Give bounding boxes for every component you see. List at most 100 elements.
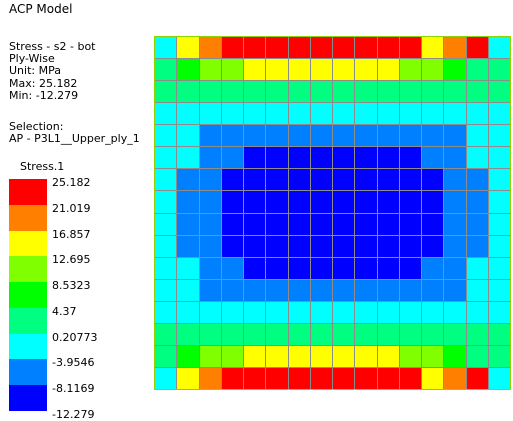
mesh-cell [466, 345, 488, 367]
mesh-cell [199, 191, 221, 213]
stress-contour-plot[interactable] [154, 36, 511, 390]
legend-band [9, 256, 47, 283]
mesh-cell [244, 367, 266, 389]
mesh-cell [377, 125, 399, 147]
mesh-cell [199, 323, 221, 345]
mesh-cell [244, 323, 266, 345]
mesh-cell [333, 147, 355, 169]
mesh-cell [444, 345, 466, 367]
mesh-cell [355, 213, 377, 235]
mesh-cell [221, 81, 243, 103]
result-info: Stress - s2 - bot Ply-Wise Unit: MPa Max… [9, 40, 96, 102]
mesh-cell [155, 257, 177, 279]
mesh-cell [399, 213, 421, 235]
mesh-cell [199, 279, 221, 301]
result-name: Stress - s2 - bot [9, 40, 96, 53]
legend-title: Stress.1 [20, 160, 65, 173]
mesh-cell [488, 103, 510, 125]
mesh-cell [244, 103, 266, 125]
mesh-cell [422, 301, 444, 323]
mesh-cell [466, 37, 488, 59]
legend-label: 4.37 [52, 304, 77, 318]
mesh-cell [488, 301, 510, 323]
mesh-cell [199, 81, 221, 103]
mesh-cell [155, 213, 177, 235]
mesh-cell [288, 81, 310, 103]
mesh-cell [177, 235, 199, 257]
mesh-cell [444, 257, 466, 279]
mesh-cell [377, 323, 399, 345]
mesh-cell [199, 37, 221, 59]
mesh-cell [333, 301, 355, 323]
mesh-cell [199, 169, 221, 191]
mesh-cell [399, 257, 421, 279]
mesh-cell [422, 125, 444, 147]
mesh-cell [199, 301, 221, 323]
mesh-cell [310, 147, 332, 169]
mesh-cell [221, 103, 243, 125]
mesh-cell [466, 367, 488, 389]
mesh-cell [221, 37, 243, 59]
mesh-cell [266, 323, 288, 345]
result-unit: Unit: MPa [9, 64, 61, 78]
mesh-cell [244, 213, 266, 235]
mesh-cell [466, 191, 488, 213]
mesh-cell [488, 147, 510, 169]
mesh-cell [377, 81, 399, 103]
mesh-cell [377, 235, 399, 257]
mesh-cell [466, 81, 488, 103]
mesh-cell [422, 191, 444, 213]
mesh-cell [266, 125, 288, 147]
mesh-cell [444, 191, 466, 213]
mesh-cell [288, 235, 310, 257]
mesh-cell [221, 279, 243, 301]
mesh-cell [377, 279, 399, 301]
mesh-cell [199, 147, 221, 169]
mesh-cell [422, 147, 444, 169]
mesh-cell [444, 279, 466, 301]
mesh-cell [488, 81, 510, 103]
mesh-cell [422, 235, 444, 257]
mesh-cell [444, 213, 466, 235]
mesh-cell [266, 367, 288, 389]
mesh-cell [266, 81, 288, 103]
mesh-cell [266, 37, 288, 59]
mesh-cell [377, 367, 399, 389]
mesh-cell [355, 301, 377, 323]
mesh-cell [244, 257, 266, 279]
mesh-cell [444, 367, 466, 389]
mesh-cell [244, 301, 266, 323]
legend-label: 0.20773 [52, 330, 98, 344]
mesh-cell [266, 191, 288, 213]
mesh-cell [177, 103, 199, 125]
mesh-cell [488, 169, 510, 191]
mesh-cell [310, 103, 332, 125]
mesh-cell [399, 125, 421, 147]
mesh-cell [399, 279, 421, 301]
mesh-cell [355, 169, 377, 191]
mesh-cell [266, 103, 288, 125]
mesh-cell [155, 191, 177, 213]
mesh-cell [399, 103, 421, 125]
mesh-cell [399, 169, 421, 191]
mesh-cell [155, 169, 177, 191]
mesh-cell [221, 213, 243, 235]
result-min: Min: -12.279 [9, 88, 79, 102]
mesh-cell [444, 81, 466, 103]
mesh-cell [266, 59, 288, 81]
mesh-cell [266, 257, 288, 279]
mesh-cell [288, 37, 310, 59]
mesh-cell [155, 125, 177, 147]
mesh-cell [155, 37, 177, 59]
legend-label: 25.182 [52, 176, 91, 189]
mesh-cell [177, 59, 199, 81]
mesh-cell [399, 323, 421, 345]
mesh-cell [221, 367, 243, 389]
mesh-cell [399, 235, 421, 257]
mesh-cell [355, 279, 377, 301]
mesh-cell [355, 59, 377, 81]
mesh-cell [310, 257, 332, 279]
mesh-cell [333, 81, 355, 103]
mesh-cell [399, 147, 421, 169]
mesh-cell [310, 81, 332, 103]
